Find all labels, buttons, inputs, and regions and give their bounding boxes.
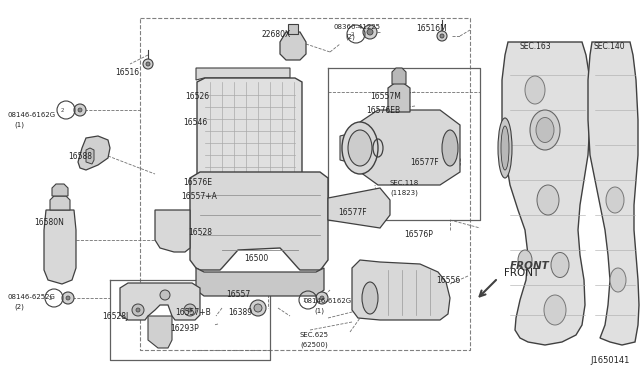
Text: (1): (1) xyxy=(314,308,324,314)
Text: 16516M: 16516M xyxy=(416,24,447,33)
Text: FRONT: FRONT xyxy=(510,261,550,271)
Polygon shape xyxy=(120,283,200,320)
Ellipse shape xyxy=(537,185,559,215)
Text: SEC.118: SEC.118 xyxy=(390,180,419,186)
Circle shape xyxy=(66,296,70,300)
Text: 2: 2 xyxy=(60,108,64,112)
Polygon shape xyxy=(196,268,324,296)
Polygon shape xyxy=(360,110,460,185)
Text: 16577F: 16577F xyxy=(338,208,367,217)
Ellipse shape xyxy=(610,268,626,292)
Text: 1: 1 xyxy=(302,298,306,302)
Polygon shape xyxy=(50,196,70,210)
Ellipse shape xyxy=(442,130,458,166)
Circle shape xyxy=(316,292,328,304)
Text: 16500: 16500 xyxy=(244,254,268,263)
Text: FRONT: FRONT xyxy=(504,268,540,278)
Text: (2): (2) xyxy=(345,33,355,39)
Text: 16557+A: 16557+A xyxy=(181,192,217,201)
Polygon shape xyxy=(588,42,639,345)
Ellipse shape xyxy=(518,250,532,270)
Polygon shape xyxy=(392,68,406,84)
Ellipse shape xyxy=(362,282,378,314)
Text: 16516: 16516 xyxy=(115,68,139,77)
Text: 08146-6252G: 08146-6252G xyxy=(8,294,56,300)
Polygon shape xyxy=(352,260,450,320)
Polygon shape xyxy=(148,316,172,348)
Text: 2: 2 xyxy=(350,32,354,36)
Ellipse shape xyxy=(544,295,566,325)
Circle shape xyxy=(320,296,324,300)
Text: SEC.625: SEC.625 xyxy=(300,332,329,338)
Text: 08360-41225: 08360-41225 xyxy=(333,24,380,30)
Circle shape xyxy=(188,308,192,312)
Circle shape xyxy=(184,304,196,316)
Ellipse shape xyxy=(342,122,378,174)
Circle shape xyxy=(146,62,150,66)
Polygon shape xyxy=(388,82,410,112)
Ellipse shape xyxy=(530,110,560,150)
Polygon shape xyxy=(44,210,76,284)
Circle shape xyxy=(143,59,153,69)
Polygon shape xyxy=(78,136,110,170)
Circle shape xyxy=(437,31,447,41)
Circle shape xyxy=(250,300,266,316)
Text: 16576P: 16576P xyxy=(404,230,433,239)
Ellipse shape xyxy=(501,126,509,170)
Circle shape xyxy=(254,304,262,312)
Text: 16557M: 16557M xyxy=(370,92,401,101)
Polygon shape xyxy=(328,188,390,228)
Text: (2): (2) xyxy=(14,303,24,310)
Text: 16528: 16528 xyxy=(188,228,212,237)
Text: 16576E: 16576E xyxy=(183,178,212,187)
Polygon shape xyxy=(197,78,302,182)
Polygon shape xyxy=(196,68,290,80)
Polygon shape xyxy=(280,32,306,60)
Text: 16528J: 16528J xyxy=(102,312,128,321)
Polygon shape xyxy=(52,184,68,196)
Ellipse shape xyxy=(606,187,624,213)
Text: 16556: 16556 xyxy=(436,276,460,285)
Ellipse shape xyxy=(348,130,372,166)
Text: 16577F: 16577F xyxy=(410,158,438,167)
Text: 2: 2 xyxy=(48,295,52,301)
Ellipse shape xyxy=(525,76,545,104)
Circle shape xyxy=(78,108,82,112)
Text: 16588: 16588 xyxy=(68,152,92,161)
Text: 08146-6162G: 08146-6162G xyxy=(8,112,56,118)
Text: (1): (1) xyxy=(14,121,24,128)
Polygon shape xyxy=(86,148,94,164)
Text: 16526: 16526 xyxy=(185,92,209,101)
Text: J1650141: J1650141 xyxy=(590,356,629,365)
Circle shape xyxy=(160,290,170,300)
Text: (11823): (11823) xyxy=(390,190,418,196)
Text: 22680X: 22680X xyxy=(262,30,291,39)
Circle shape xyxy=(132,304,144,316)
Text: 16557+B: 16557+B xyxy=(175,308,211,317)
Circle shape xyxy=(363,25,377,39)
Polygon shape xyxy=(340,134,350,162)
Text: 16557: 16557 xyxy=(226,290,250,299)
Circle shape xyxy=(440,34,444,38)
Text: SEC.140: SEC.140 xyxy=(593,42,625,51)
Text: SEC.163: SEC.163 xyxy=(519,42,550,51)
Circle shape xyxy=(136,308,140,312)
Polygon shape xyxy=(155,210,190,252)
Ellipse shape xyxy=(551,253,569,278)
Polygon shape xyxy=(502,42,590,345)
Text: 16293P: 16293P xyxy=(170,324,199,333)
Circle shape xyxy=(74,104,86,116)
Ellipse shape xyxy=(498,118,512,178)
Polygon shape xyxy=(288,24,298,34)
Text: (62500): (62500) xyxy=(300,342,328,349)
Text: 16546: 16546 xyxy=(183,118,207,127)
Circle shape xyxy=(62,292,74,304)
Text: 16580N: 16580N xyxy=(34,218,64,227)
Circle shape xyxy=(367,29,373,35)
Text: 16389: 16389 xyxy=(228,308,252,317)
Polygon shape xyxy=(190,172,328,270)
Text: 16576EB: 16576EB xyxy=(366,106,400,115)
Ellipse shape xyxy=(536,118,554,142)
Text: 08146-6162G: 08146-6162G xyxy=(303,298,351,304)
